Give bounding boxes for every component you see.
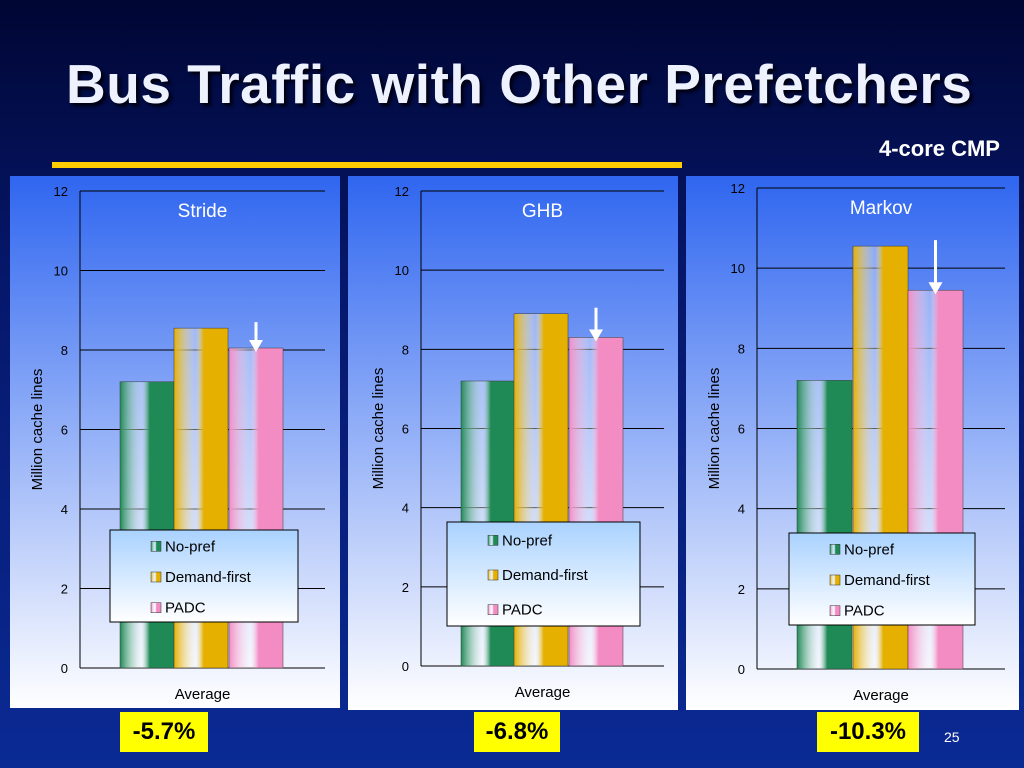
legend-swatch-no-pref xyxy=(829,544,841,555)
y-tick-label: 4 xyxy=(738,502,745,517)
chart-title: Markov xyxy=(850,198,913,219)
y-tick-label: 8 xyxy=(61,343,68,358)
y-axis-label: Million cache lines xyxy=(706,368,723,490)
y-tick-label: 2 xyxy=(61,582,68,597)
legend-swatch-padc xyxy=(829,605,841,616)
slide-title: Bus Traffic with Other Prefetchers xyxy=(66,53,973,115)
legend-label-padc: PADC xyxy=(165,600,206,617)
chart-title: GHB xyxy=(522,201,563,222)
x-tick-label: Average xyxy=(175,686,231,703)
legend-label-padc: PADC xyxy=(844,603,885,620)
legend: No-pref Demand-first PADC xyxy=(109,529,299,623)
y-tick-label: 12 xyxy=(54,184,68,199)
y-tick-label: 12 xyxy=(395,184,409,199)
chart-panel-markov: 0 2 4 6 8 10 12 Markov Million cache lines Averag… xyxy=(686,176,1019,710)
panel-background xyxy=(686,176,1019,710)
reduction-badge-ghb: -6.8% xyxy=(474,712,560,752)
y-axis-label: Million cache lines xyxy=(370,368,387,490)
bar-no-pref xyxy=(796,380,853,670)
legend-label-padc: PADC xyxy=(502,602,543,619)
legend-label-no-pref: No-pref xyxy=(502,532,553,549)
y-tick-label: 10 xyxy=(731,261,745,276)
chart-svg-ghb: 0 2 4 6 8 10 12 GHB Million cache lines Average No… xyxy=(348,176,678,710)
chart-panel-stride: 0 2 4 6 8 10 12 Stride Million cache lines Averag… xyxy=(10,176,340,708)
legend-label-demand-first: Demand-first xyxy=(844,572,931,589)
y-tick-label: 0 xyxy=(402,659,409,674)
legend-label-demand-first: Demand-first xyxy=(502,567,589,584)
legend-box xyxy=(446,521,641,627)
down-arrow-icon xyxy=(249,340,263,353)
title-underline xyxy=(52,162,682,168)
chart-svg-markov: 0 2 4 6 8 10 12 Markov Million cache lines Averag… xyxy=(686,176,1019,710)
chart-svg-stride: 0 2 4 6 8 10 12 Stride Million cache lines Averag… xyxy=(10,176,340,708)
y-axis-label: Million cache lines xyxy=(29,369,46,491)
y-tick-label: 10 xyxy=(395,263,409,278)
chart-title: Stride xyxy=(178,201,228,222)
y-tick-label: 8 xyxy=(738,341,745,356)
x-tick-label: Average xyxy=(853,687,909,704)
y-tick-label: 4 xyxy=(61,502,68,517)
y-tick-label: 6 xyxy=(402,422,409,437)
y-tick-label: 0 xyxy=(61,661,68,676)
y-tick-label: 2 xyxy=(738,582,745,597)
y-tick-label: 4 xyxy=(402,501,409,516)
y-tick-label: 6 xyxy=(738,422,745,437)
reduction-badge-stride: -5.7% xyxy=(120,712,208,752)
legend-label-no-pref: No-pref xyxy=(165,538,216,555)
down-arrow-icon xyxy=(928,282,943,295)
slide-subtitle: 4-core CMP xyxy=(878,136,1000,161)
legend-swatch-padc xyxy=(150,602,162,613)
legend-swatch-demand-first xyxy=(150,571,162,583)
y-tick-label: 6 xyxy=(61,423,68,438)
legend-swatch-demand-first xyxy=(829,574,841,586)
legend: No-pref Demand-first PADC xyxy=(788,532,976,626)
legend-box xyxy=(109,529,299,623)
legend-swatch-demand-first xyxy=(487,569,499,581)
chart-panel-ghb: 0 2 4 6 8 10 12 GHB Million cache lines Average No… xyxy=(348,176,678,710)
x-tick-label: Average xyxy=(515,684,571,701)
legend: No-pref Demand-first PADC xyxy=(446,521,641,627)
bar-no-pref xyxy=(119,381,175,669)
legend-swatch-no-pref xyxy=(487,535,499,546)
legend-box xyxy=(788,532,976,626)
y-tick-label: 12 xyxy=(731,181,745,196)
y-tick-label: 2 xyxy=(402,580,409,595)
y-tick-label: 8 xyxy=(402,342,409,357)
reduction-badge-markov: -10.3% xyxy=(817,712,919,752)
y-tick-label: 10 xyxy=(54,264,68,279)
legend-label-demand-first: Demand-first xyxy=(165,569,252,586)
page-number: 25 xyxy=(944,729,960,745)
legend-swatch-no-pref xyxy=(150,541,162,552)
y-tick-label: 0 xyxy=(738,662,745,677)
legend-swatch-padc xyxy=(487,604,499,615)
legend-label-no-pref: No-pref xyxy=(844,541,895,558)
down-arrow-icon xyxy=(589,329,603,342)
